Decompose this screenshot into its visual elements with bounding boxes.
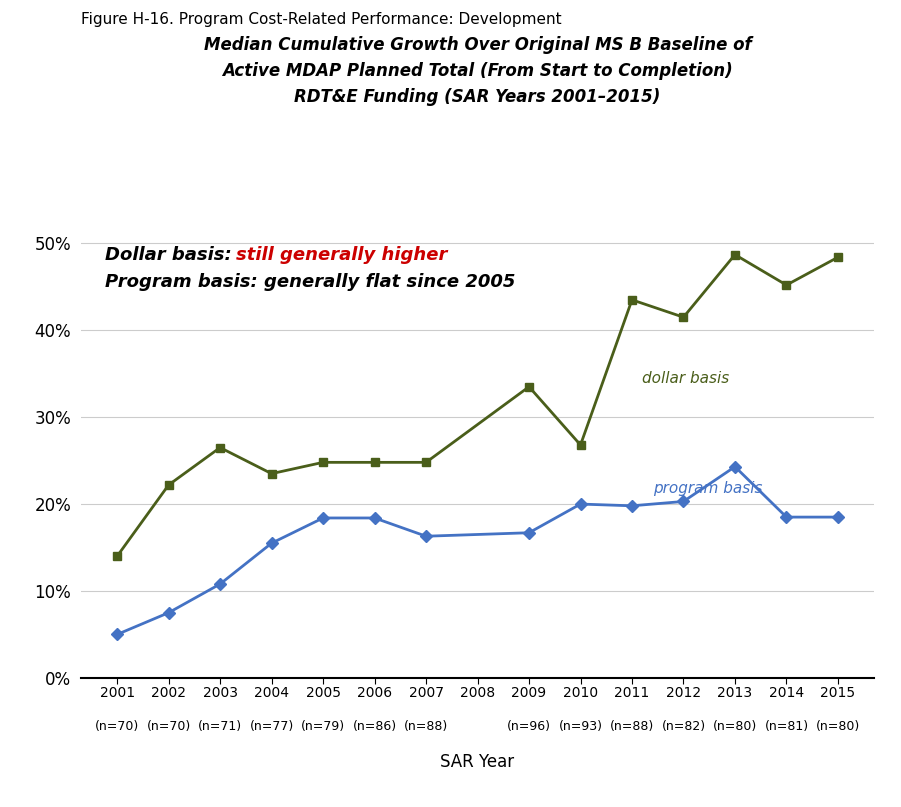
X-axis label: SAR Year: SAR Year [441,753,514,771]
Text: (n=88): (n=88) [404,720,448,733]
Text: (n=86): (n=86) [352,720,396,733]
Text: program basis: program basis [652,481,762,496]
Text: Program basis: generally flat since 2005: Program basis: generally flat since 2005 [105,274,515,291]
Text: still generally higher: still generally higher [236,246,447,265]
Text: (n=96): (n=96) [507,720,551,733]
Text: Figure H-16. Program Cost-Related Performance: Development: Figure H-16. Program Cost-Related Perfor… [81,12,561,27]
Text: (n=80): (n=80) [713,720,757,733]
Text: (n=77): (n=77) [250,720,294,733]
Text: Median Cumulative Growth Over Original MS B Baseline of
Active MDAP Planned Tota: Median Cumulative Growth Over Original M… [204,36,751,106]
Text: (n=81): (n=81) [764,720,808,733]
Text: (n=70): (n=70) [147,720,191,733]
Text: (n=88): (n=88) [610,720,654,733]
Text: (n=82): (n=82) [661,720,705,733]
Text: (n=79): (n=79) [301,720,345,733]
Text: (n=93): (n=93) [559,720,603,733]
Text: (n=80): (n=80) [815,720,860,733]
Text: dollar basis: dollar basis [642,370,730,386]
Text: (n=70): (n=70) [95,720,140,733]
Text: (n=71): (n=71) [198,720,242,733]
Text: Dollar basis:: Dollar basis: [105,246,257,265]
